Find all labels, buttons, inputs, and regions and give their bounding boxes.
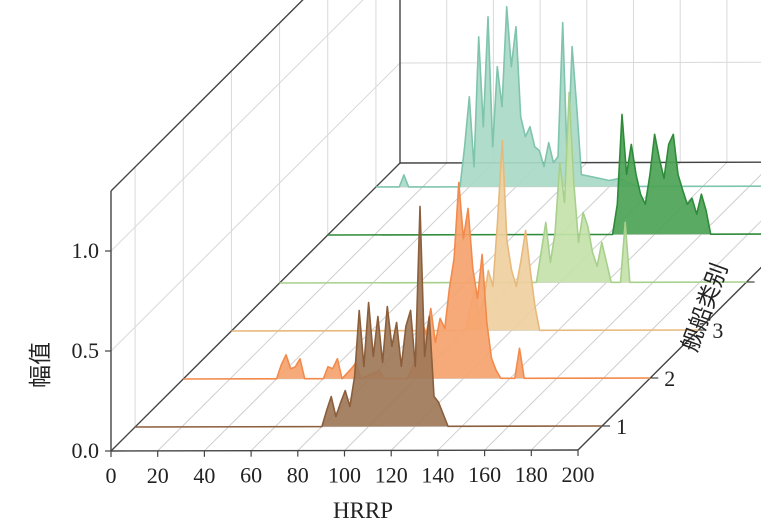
x-tick-label: 80 xyxy=(287,463,309,488)
x-tick-label: 100 xyxy=(328,463,361,488)
x-axis: 0 20 40 60 80 100 120 140 160 180 200 xyxy=(106,450,595,488)
back-wall xyxy=(399,0,761,163)
x-axis-title: HRRP xyxy=(333,498,393,523)
axis-line xyxy=(110,162,401,452)
grid-line xyxy=(530,220,761,451)
z-tick-label: 0.0 xyxy=(72,438,100,463)
x-tick-label: 0 xyxy=(106,463,117,488)
z-tick-label: 0.5 xyxy=(72,338,100,363)
series-area xyxy=(327,114,761,235)
grid-line xyxy=(110,62,401,352)
series-line xyxy=(375,5,761,188)
category-tick-label: 1 xyxy=(616,414,627,439)
x-tick-label: 60 xyxy=(240,463,262,488)
x-tick-label: 40 xyxy=(193,463,215,488)
x-tick-label: 120 xyxy=(375,462,408,487)
left-wall xyxy=(110,0,401,427)
series-area xyxy=(135,206,603,427)
x-tick-label: 20 xyxy=(147,463,169,488)
x-tick-label: 160 xyxy=(468,462,501,487)
axis-line xyxy=(110,0,304,192)
category-tick-label: 2 xyxy=(664,366,675,391)
x-tick-label: 200 xyxy=(562,462,595,487)
x-tick-label: 140 xyxy=(421,462,454,487)
grid-line xyxy=(157,162,448,452)
grid-line xyxy=(110,0,364,252)
axis-frame xyxy=(110,0,761,452)
grid-line xyxy=(484,174,761,451)
axis-line xyxy=(577,266,761,451)
z-axis-title: 幅值 xyxy=(28,342,53,388)
series-line xyxy=(279,91,747,284)
z-tick-label: 1.0 xyxy=(72,238,100,263)
series-line xyxy=(327,113,761,236)
series-line xyxy=(135,205,603,428)
x-tick-label: 180 xyxy=(515,462,548,487)
series-6 xyxy=(375,5,761,188)
back-wall-panel xyxy=(400,0,761,163)
category-tick-label: 3 xyxy=(712,318,723,343)
category-axis-title: 舰船类别 xyxy=(677,260,732,355)
series-layer xyxy=(135,5,761,428)
series-5 xyxy=(327,113,761,236)
series-4 xyxy=(279,91,747,284)
z-axis: 0.0 0.5 1.0 xyxy=(72,238,111,463)
series-1 xyxy=(135,205,603,428)
grid-line xyxy=(204,162,494,452)
grid-line xyxy=(250,162,541,452)
